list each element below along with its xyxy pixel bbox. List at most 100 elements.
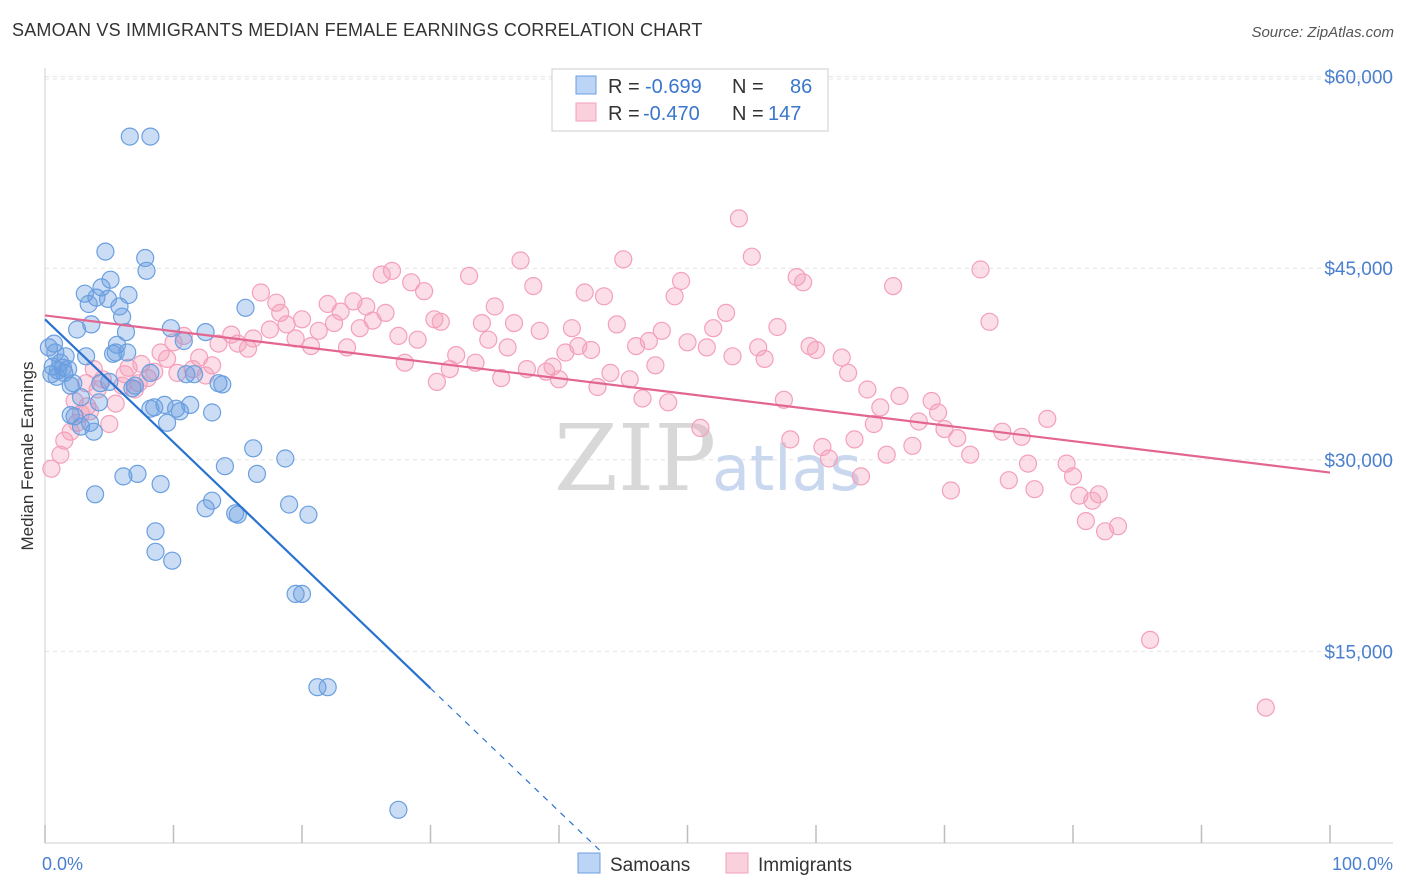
samoans-swatch <box>575 75 597 95</box>
immigrants-point <box>594 287 614 306</box>
immigrants-trend-line <box>44 314 1331 474</box>
immigrants-point <box>301 337 321 356</box>
immigrants-point <box>530 321 549 340</box>
immigrants-point <box>485 297 504 316</box>
immigrants-point <box>460 266 479 285</box>
immigrants-point <box>980 312 999 331</box>
samoans-point <box>46 343 65 362</box>
immigrants-point <box>755 349 774 368</box>
samoans-point <box>276 449 295 468</box>
immigrants-point <box>877 445 896 464</box>
x-tick-label-min: 0.0% <box>42 854 83 874</box>
samoans-r-label: R = <box>608 76 640 98</box>
samoans-point <box>123 379 142 398</box>
samoans-point <box>80 413 100 432</box>
immigrants-point <box>415 282 434 301</box>
immigrants-point <box>395 353 414 372</box>
immigrants-point <box>511 251 530 270</box>
y-axis-label: Median Female Earnings <box>18 362 37 551</box>
samoans-n-label: N = <box>732 76 764 98</box>
immigrants-point <box>408 330 427 349</box>
samoans-point <box>85 485 105 504</box>
immigrants-point <box>479 330 498 349</box>
samoans-point <box>82 315 101 334</box>
legend-immigrants-swatch <box>725 852 749 874</box>
immigrants-point <box>1012 427 1031 446</box>
trend-lines <box>44 314 1331 854</box>
samoans-point <box>76 347 96 366</box>
samoans-point <box>64 374 83 393</box>
watermark: ZIP atlas <box>554 405 862 512</box>
immigrants-point <box>447 346 466 365</box>
samoans-point <box>118 343 137 362</box>
immigrants-point <box>607 315 626 334</box>
immigrants-point <box>813 437 832 457</box>
legend-immigrants-label: Immigrants <box>758 855 852 876</box>
samoans-point <box>120 127 139 146</box>
samoans-point <box>101 270 120 289</box>
samoans-point <box>116 323 136 342</box>
immigrants-point <box>271 303 290 322</box>
immigrants-point <box>871 398 890 417</box>
immigrants-point <box>639 331 659 351</box>
samoans-point <box>299 505 318 524</box>
immigrants-r-label: R = <box>608 103 640 125</box>
immigrants-point <box>941 481 961 500</box>
samoans-n-value: 86 <box>790 76 812 98</box>
immigrants-point <box>562 319 582 338</box>
immigrants-point <box>151 343 170 362</box>
samoans-point <box>137 261 156 280</box>
immigrants-point <box>267 293 286 312</box>
immigrants-point <box>427 372 446 391</box>
immigrants-swatch <box>575 102 597 122</box>
samoans-point <box>146 542 165 561</box>
immigrants-point <box>845 430 864 449</box>
samoans-point <box>174 331 193 351</box>
samoans-point <box>177 365 196 384</box>
samoans-point <box>247 464 267 483</box>
immigrants-point <box>203 356 222 375</box>
samoans-point <box>318 678 337 697</box>
samoans-points <box>39 127 408 819</box>
immigrants-point <box>883 277 903 296</box>
immigrants-point <box>309 321 328 340</box>
y-tick-label: $60,000 <box>1324 68 1393 89</box>
samoans-point <box>84 422 103 441</box>
immigrants-point <box>158 349 177 368</box>
immigrants-point <box>903 436 922 455</box>
immigrants-point <box>1140 630 1160 650</box>
samoans-point <box>119 285 138 305</box>
immigrants-point <box>838 363 858 382</box>
samoans-point <box>141 127 160 146</box>
immigrants-point <box>665 287 684 306</box>
immigrants-point <box>723 347 742 366</box>
source-label: Source: ZipAtlas.com <box>1251 24 1394 41</box>
immigrants-point <box>601 363 620 382</box>
samoans-point <box>280 495 299 514</box>
immigrants-point <box>633 389 652 408</box>
samoans-point <box>308 678 327 697</box>
immigrants-point <box>382 261 402 280</box>
immigrants-point <box>588 377 607 397</box>
immigrants-point <box>389 326 408 345</box>
immigrants-point <box>1018 454 1038 473</box>
series-legend: Samoans Immigrants <box>577 852 852 876</box>
immigrants-point <box>890 386 909 405</box>
samoans-point <box>141 363 160 382</box>
samoans-point <box>170 402 189 421</box>
immigrants-point <box>749 338 768 357</box>
samoans-point <box>112 307 132 326</box>
immigrants-point <box>431 312 450 331</box>
immigrants-point <box>1038 409 1057 428</box>
samoans-point <box>228 505 247 524</box>
immigrants-point <box>492 369 511 388</box>
immigrants-point <box>793 273 813 292</box>
samoans-point <box>158 413 177 432</box>
immigrants-point <box>1025 480 1044 499</box>
immigrants-point <box>472 314 491 333</box>
immigrants-point <box>646 356 665 375</box>
stats-legend-frame <box>551 68 829 132</box>
immigrants-point <box>614 250 633 269</box>
samoans-point <box>286 584 305 604</box>
immigrants-point <box>729 209 749 228</box>
